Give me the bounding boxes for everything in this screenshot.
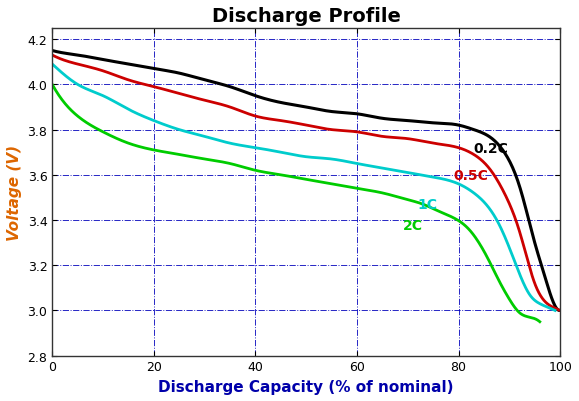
X-axis label: Discharge Capacity (% of nominal): Discharge Capacity (% of nominal) [159, 379, 454, 394]
Text: 0.5C: 0.5C [453, 168, 488, 182]
Text: 2C: 2C [402, 218, 423, 232]
Text: 1C: 1C [418, 198, 438, 212]
Y-axis label: Voltage (V): Voltage (V) [7, 144, 22, 240]
Text: 0.2C: 0.2C [474, 141, 509, 155]
Title: Discharge Profile: Discharge Profile [212, 7, 401, 26]
